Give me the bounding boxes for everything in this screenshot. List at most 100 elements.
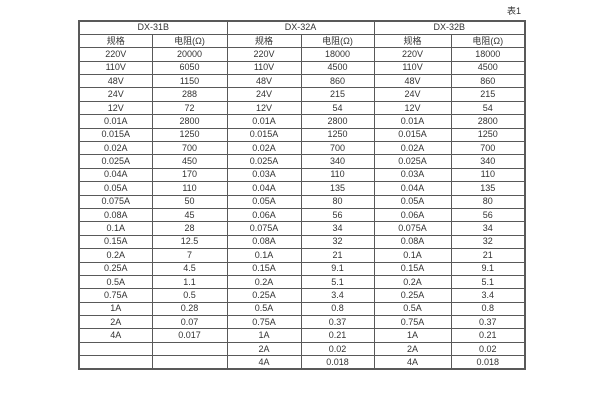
table-row: 48V 1150 48V 860 48V 860	[78, 74, 526, 89]
spec-cell: 220V	[226, 47, 302, 62]
group-header-dx-32a: DX-32A	[226, 20, 375, 35]
resistance-cell: 0.02	[450, 341, 526, 357]
table-row: 4A 0.018 4A 0.018	[78, 355, 526, 370]
spec-cell: 4A	[226, 355, 302, 370]
resistance-cell: 4.5	[151, 261, 228, 276]
table-row: 24V 288 24V 215 24V 215	[78, 87, 526, 102]
resistance-cell: 72	[151, 100, 228, 116]
resistance-cell: 700	[300, 141, 375, 156]
resistance-cell: 50	[151, 194, 228, 209]
spec-cell: 0.5A	[373, 301, 452, 317]
resistance-cell: 110	[151, 181, 228, 196]
group-header-dx-31b: DX-31B	[78, 20, 228, 35]
spec-cell: 0.01A	[78, 114, 153, 129]
resistance-cell: 0.02	[300, 341, 375, 357]
spec-cell: 2A	[373, 341, 452, 357]
resistance-cell: 3.4	[300, 288, 375, 303]
resistance-cell: 54	[450, 100, 526, 116]
resistance-cell: 4500	[300, 60, 375, 76]
resistance-cell: 450	[151, 154, 228, 169]
resistance-cell: 700	[450, 141, 526, 156]
spec-cell: 0.2A	[78, 248, 153, 263]
table-row: 1A 0.28 0.5A 0.8 0.5A 0.8	[78, 301, 526, 317]
spec-cell: 0.015A	[373, 127, 452, 143]
spec-cell: 0.08A	[78, 207, 153, 223]
resistance-cell: 2800	[300, 114, 375, 129]
resistance-cell: 54	[300, 100, 375, 116]
resistance-cell: 18000	[450, 47, 526, 62]
spec-cell: 110V	[78, 60, 153, 76]
spec-cell: 0.25A	[226, 288, 302, 303]
spec-cell: 220V	[78, 47, 153, 62]
table-row: 2A 0.02 2A 0.02	[78, 341, 526, 357]
spec-cell: 110V	[373, 60, 452, 76]
spec-cell: 2A	[226, 341, 302, 357]
column-header-row: 规格 电阻(Ω) 规格 电阻(Ω) 规格 电阻(Ω)	[78, 33, 526, 49]
resistance-cell: 0.8	[450, 301, 526, 317]
resistance-cell: 215	[300, 87, 375, 102]
resistance-cell: 21	[300, 248, 375, 263]
resistance-cell: 21	[450, 248, 526, 263]
resistance-header: 电阻(Ω)	[300, 33, 375, 49]
resistance-cell	[151, 341, 228, 357]
resistance-cell: 32	[450, 234, 526, 250]
table-body: 220V 20000 220V 18000 220V 18000 110V 6050 110V 4…	[78, 47, 526, 370]
spec-cell: 4A	[373, 355, 452, 370]
spec-cell: 0.75A	[373, 315, 452, 330]
resistance-cell: 1.1	[151, 274, 228, 290]
spec-cell: 0.2A	[373, 274, 452, 290]
resistance-cell: 80	[300, 194, 375, 209]
spec-cell: 0.05A	[78, 181, 153, 196]
spec-cell: 1A	[373, 328, 452, 343]
spec-cell: 0.04A	[373, 181, 452, 196]
spec-cell: 0.05A	[373, 194, 452, 209]
spec-cell: 0.2A	[226, 274, 302, 290]
resistance-cell: 9.1	[300, 261, 375, 276]
resistance-cell: 135	[450, 181, 526, 196]
resistance-cell: 18000	[300, 47, 375, 62]
resistance-cell	[151, 355, 228, 370]
resistance-cell: 7	[151, 248, 228, 263]
resistance-cell: 12.5	[151, 234, 228, 250]
spec-cell: 0.04A	[226, 181, 302, 196]
spec-cell: 0.025A	[78, 154, 153, 169]
resistance-cell: 0.5	[151, 288, 228, 303]
spec-cell: 0.025A	[226, 154, 302, 169]
spec-header: 规格	[226, 33, 302, 49]
spec-cell: 0.5A	[226, 301, 302, 317]
spec-cell: 12V	[78, 100, 153, 116]
resistance-cell: 32	[300, 234, 375, 250]
table-row: 4A 0.017 1A 0.21 1A 0.21	[78, 328, 526, 343]
table-row: 0.1A 28 0.075A 34 0.075A 34	[78, 221, 526, 236]
resistance-cell: 0.28	[151, 301, 228, 317]
spec-cell: 4A	[78, 328, 153, 343]
resistance-spec-table: DX-31B DX-32A DX-32B 规格 电阻(Ω) 规格 电阻(Ω) 规格 电阻(Ω)…	[78, 20, 527, 371]
spec-cell: 0.075A	[78, 194, 153, 209]
spec-cell: 0.075A	[226, 221, 302, 236]
spec-cell: 0.015A	[78, 127, 153, 143]
table-row: 0.75A 0.5 0.25A 3.4 0.25A 3.4	[78, 288, 526, 303]
spec-cell: 0.1A	[78, 221, 153, 236]
spec-cell: 0.02A	[373, 141, 452, 156]
spec-cell: 24V	[226, 87, 302, 102]
resistance-cell: 9.1	[450, 261, 526, 276]
table-row: 0.01A 2800 0.01A 2800 0.01A 2800	[78, 114, 526, 129]
group-header-row: DX-31B DX-32A DX-32B	[78, 20, 526, 35]
spec-header: 规格	[373, 33, 452, 49]
table-row: 0.025A 450 0.025A 340 0.025A 340	[78, 154, 526, 169]
spec-cell: 24V	[373, 87, 452, 102]
table-row: 110V 6050 110V 4500 110V 4500	[78, 60, 526, 76]
table-row: 0.05A 110 0.04A 135 0.04A 135	[78, 181, 526, 196]
resistance-cell: 1250	[450, 127, 526, 143]
spec-cell: 0.15A	[373, 261, 452, 276]
table-row: 0.02A 700 0.02A 700 0.02A 700	[78, 141, 526, 156]
resistance-cell: 45	[151, 207, 228, 223]
table-row: 220V 20000 220V 18000 220V 18000	[78, 47, 526, 62]
resistance-cell: 0.8	[300, 301, 375, 317]
spec-cell: 0.02A	[78, 141, 153, 156]
table-head: DX-31B DX-32A DX-32B 规格 电阻(Ω) 规格 电阻(Ω) 规格 电阻(Ω)	[78, 20, 526, 49]
spec-cell: 220V	[373, 47, 452, 62]
table-row: 0.04A 170 0.03A 110 0.03A 110	[78, 167, 526, 183]
spec-cell: 0.1A	[226, 248, 302, 263]
